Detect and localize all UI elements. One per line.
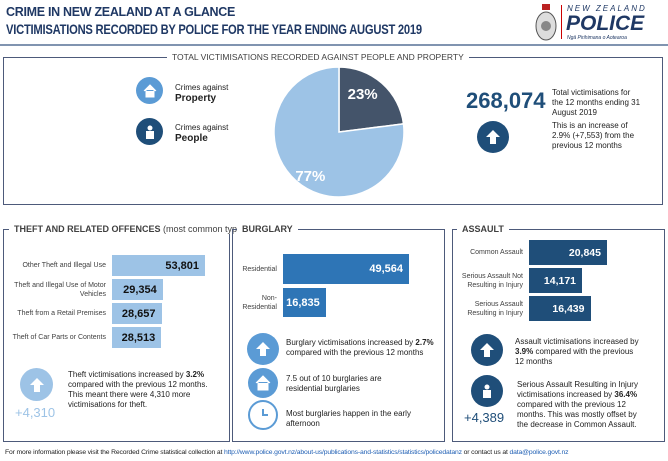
bar: 28,657	[112, 303, 162, 324]
up-arrow-icon	[471, 334, 503, 366]
crest-icon	[535, 4, 557, 41]
bar-label: Serious Assault Resulting in Injury	[453, 296, 523, 321]
assault-note-serious: Serious Assault Resulting in Injury vict…	[517, 380, 638, 429]
burglary-title: BURGLARY	[237, 224, 298, 234]
pie-slice-property	[273, 66, 405, 198]
assault-title: ASSAULT	[457, 224, 509, 234]
bar: 49,564	[283, 254, 409, 284]
total-panel: TOTAL VICTIMISATIONS RECORDED AGAINST PE…	[3, 52, 663, 205]
person-icon	[471, 375, 503, 407]
up-arrow-icon	[477, 121, 509, 153]
bar-label-text: Serious Assault Not Resulting in Injury	[461, 272, 523, 289]
email-link[interactable]: data@police.govt.nz	[509, 449, 569, 456]
police-logo: NEW ZEALAND POLICE Ngā Pirihimana o Aote…	[535, 3, 665, 43]
burglary-note-time: Most burglaries happen in the early afte…	[286, 409, 411, 428]
bar-label-text: Serious Assault Resulting in Injury	[467, 300, 523, 317]
up-arrow-icon	[247, 333, 279, 365]
assault-panel: ASSAULT	[452, 224, 665, 442]
up-arrow-icon	[20, 368, 53, 401]
bar-label-text: Theft and Illegal Use of Motor Vehicles	[14, 281, 106, 298]
bar-label: Other Theft and Illegal Use	[6, 255, 106, 276]
bar-label: Theft and Illegal Use of Motor Vehicles	[6, 279, 106, 300]
total-title: TOTAL VICTIMISATIONS RECORDED AGAINST PE…	[167, 52, 469, 62]
theft-title: THEFT AND RELATED OFFENCES	[14, 224, 161, 234]
house-icon	[136, 77, 163, 104]
total-value: 268,074	[466, 88, 546, 113]
bar-label-text: Theft of Car Parts or Contents	[12, 334, 106, 341]
bar: 16,439	[529, 296, 591, 321]
bar: 14,171	[529, 268, 583, 293]
theft-note: Theft victimisations increased by 3.2% c…	[68, 370, 208, 409]
page-title: VICTIMISATIONS RECORDED BY POLICE FOR TH…	[6, 21, 422, 37]
bar-label: Non-Residential	[232, 288, 277, 317]
bar-label: Theft from a Retail Premises	[6, 303, 106, 324]
bar-label-text: Residential	[242, 265, 277, 273]
bar-label: Serious Assault Not Resulting in Injury	[453, 268, 523, 293]
bar: 16,835	[283, 288, 326, 317]
police-data-link[interactable]: http://www.police.govt.nz/about-us/publi…	[223, 449, 462, 456]
clock-icon	[248, 400, 278, 430]
bar-label-text: Non-Residential	[242, 294, 277, 311]
bar-label: Common Assault	[453, 240, 523, 265]
legend-property: Crimes against Property	[175, 83, 229, 104]
page-subtitle: CRIME IN NEW ZEALAND AT A GLANCE	[6, 5, 236, 19]
header-divider	[0, 44, 668, 46]
pie-chart: 23% 77%	[273, 66, 405, 198]
legend-people: Crimes against People	[175, 123, 229, 144]
theft-change: +4,310	[15, 405, 56, 420]
house-icon	[248, 368, 278, 398]
bar-label: Theft of Car Parts or Contents	[6, 327, 106, 348]
bar: 20,845	[529, 240, 607, 265]
pie-label: 23%	[348, 86, 378, 103]
bar: 53,801	[112, 255, 205, 276]
assault-note-increase: Assault victimisations increased by 3.9%…	[515, 337, 639, 366]
bar-label-text: Other Theft and Illegal Use	[22, 262, 106, 269]
pie-slice-people	[338, 66, 405, 133]
bar: 29,354	[112, 279, 163, 300]
total-desc: Total victimisations for the 12 months e…	[552, 88, 641, 117]
total-increase: This is an increase of 2.9% (+7,553) fro…	[552, 121, 635, 150]
pie-label: 77%	[295, 168, 325, 185]
burglary-note-increase: Burglary victimisations increased by 2.7…	[286, 338, 434, 357]
bar: 28,513	[112, 327, 162, 348]
theft-panel: THEFT AND RELATED OFFENCES (most common …	[3, 224, 255, 442]
person-icon	[136, 118, 163, 145]
footer: For more information please visit the Re…	[5, 449, 569, 456]
assault-change: +4,389	[464, 410, 505, 425]
bar-label-text: Common Assault	[470, 249, 523, 256]
bar-label-text: Theft from a Retail Premises	[17, 310, 106, 317]
bar-label: Residential	[232, 254, 277, 284]
burglary-note-residential: 7.5 out of 10 burglaries are residential…	[286, 374, 382, 393]
burglary-panel: BURGLARY	[232, 224, 445, 442]
